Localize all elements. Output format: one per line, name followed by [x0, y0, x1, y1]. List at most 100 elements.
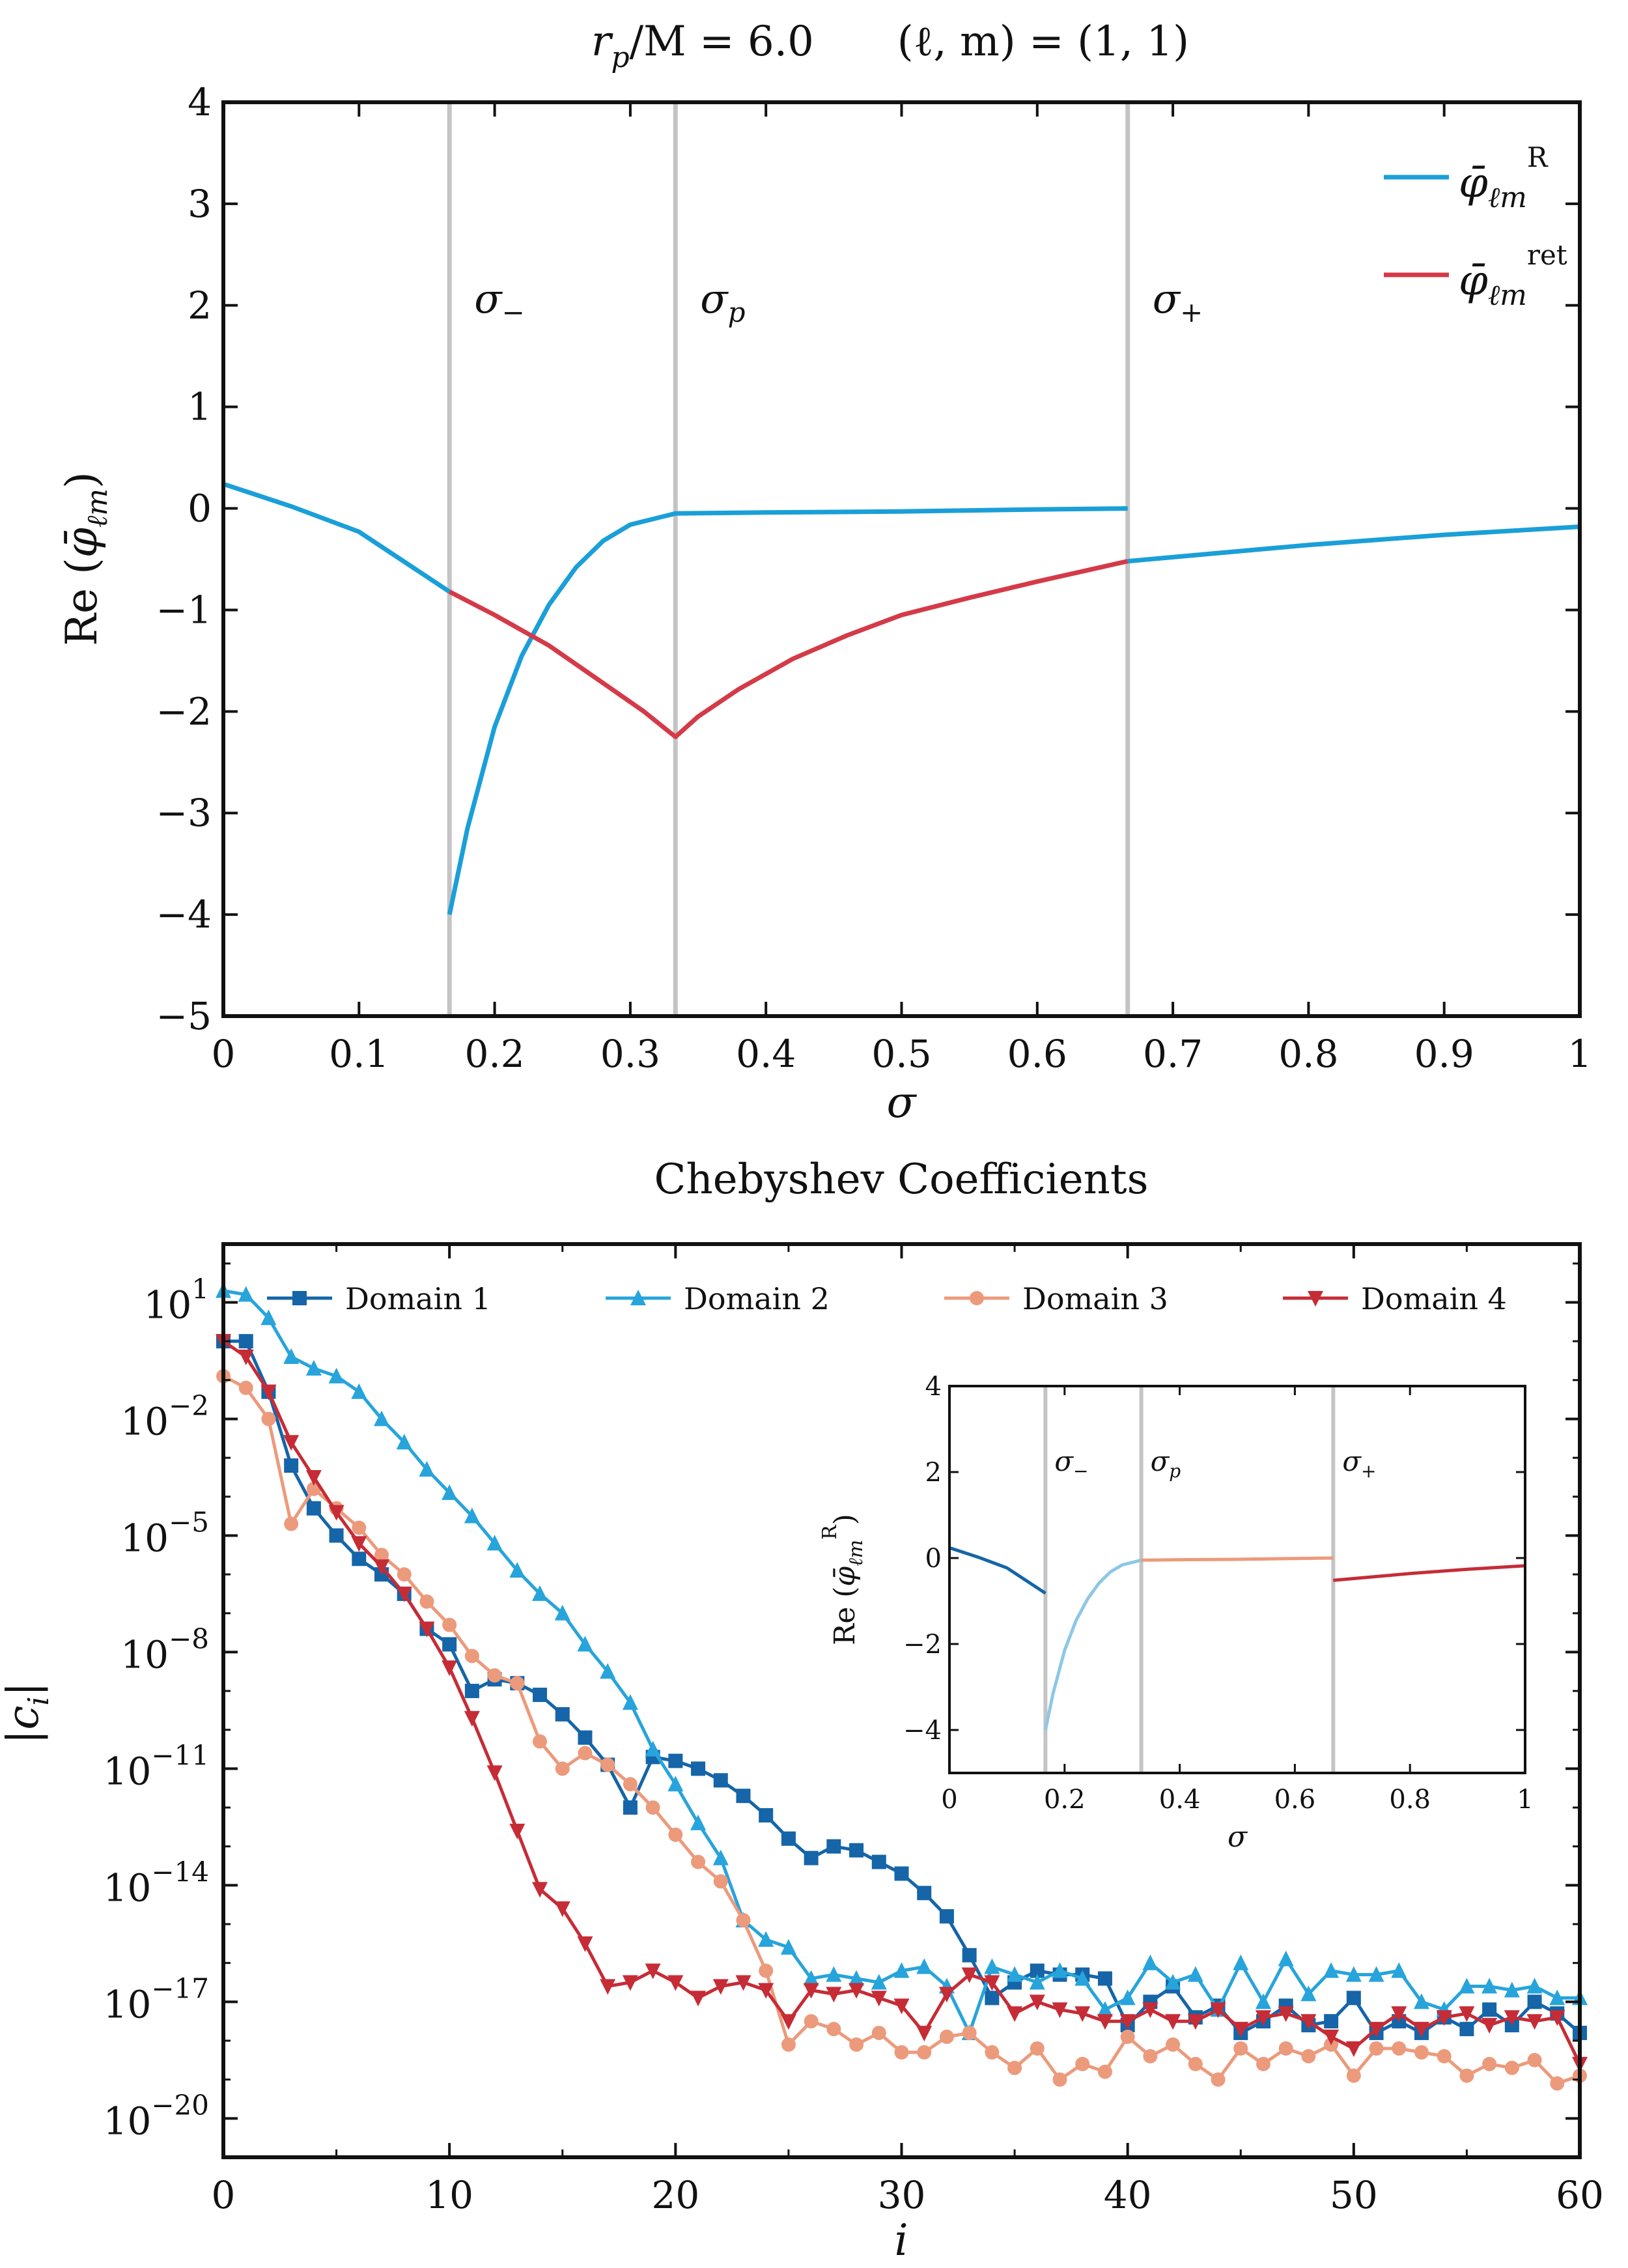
x-tick-label: 0	[212, 1032, 236, 1076]
y-tick-label: 0	[925, 1544, 942, 1574]
data-marker	[1414, 2045, 1429, 2060]
data-marker	[712, 1849, 729, 1865]
legend-label: φ̄ℓmret	[1459, 239, 1567, 312]
data-marker	[1481, 1977, 1498, 1994]
data-marker	[667, 1776, 684, 1792]
x-tick-label: 1	[1517, 1785, 1533, 1815]
data-marker	[261, 1411, 276, 1426]
data-marker	[962, 1948, 977, 1963]
data-marker	[328, 1367, 344, 1383]
x-tick-label: 0.2	[1044, 1785, 1086, 1815]
data-marker	[351, 1536, 367, 1552]
data-marker	[916, 1958, 933, 1974]
series-line	[448, 559, 1129, 739]
x-tick-label: 0.9	[1414, 1032, 1474, 1076]
data-marker	[419, 1461, 435, 1477]
data-marker	[962, 2026, 977, 2041]
data-marker	[849, 1970, 865, 1986]
data-marker	[849, 2037, 864, 2052]
data-marker	[985, 1991, 1000, 2006]
y-tick-label: 0	[188, 487, 212, 531]
data-marker	[758, 1931, 774, 1947]
x-tick-label: 10	[425, 2173, 473, 2217]
data-marker	[1097, 2014, 1113, 2030]
data-marker	[1119, 2014, 1136, 2030]
data-marker	[555, 1761, 570, 1776]
data-marker	[328, 1505, 344, 1521]
data-marker	[1482, 2056, 1497, 2071]
y-tick-label: 1	[188, 385, 212, 429]
data-marker	[1549, 2010, 1565, 2026]
x-tick-label: 0.5	[871, 1032, 931, 1076]
data-marker	[1345, 2041, 1362, 2057]
data-marker	[352, 1520, 367, 1535]
data-marker	[826, 2022, 841, 2037]
data-marker	[1052, 2072, 1067, 2087]
data-marker	[1369, 2041, 1384, 2056]
series-line	[949, 1546, 1046, 1595]
legend-label: Domain 1	[345, 1281, 491, 1316]
data-marker	[305, 1469, 322, 1486]
data-marker	[577, 1636, 593, 1652]
x-tick-label: 1	[1568, 1032, 1592, 1076]
data-marker	[1142, 1954, 1158, 1970]
y-tick-label: 10−11	[104, 1739, 209, 1793]
x-tick-label: 50	[1330, 2173, 1378, 2217]
data-marker	[645, 1963, 661, 1979]
data-marker	[712, 1979, 729, 1995]
series-line	[1333, 1564, 1526, 1582]
x-axis-label: i	[894, 2215, 908, 2265]
data-marker	[1166, 2037, 1181, 2052]
boundary-label: σ−	[474, 275, 525, 328]
data-marker	[826, 1987, 842, 2003]
data-marker	[691, 1854, 706, 1869]
data-marker	[396, 1434, 412, 1450]
data-marker	[1459, 2006, 1475, 2022]
data-marker	[238, 1334, 253, 1349]
data-marker	[1345, 1966, 1362, 1982]
x-tick-label: 0.3	[600, 1032, 660, 1076]
y-tick-label: −3	[156, 791, 212, 835]
data-marker	[804, 1850, 819, 1865]
data-marker	[1437, 2048, 1452, 2063]
data-marker	[578, 1730, 593, 1745]
data-marker	[803, 1970, 819, 1986]
data-marker	[1030, 2041, 1045, 2056]
data-marker	[1413, 2022, 1429, 2038]
data-marker	[1143, 2048, 1158, 2063]
data-marker	[645, 1740, 661, 1757]
data-marker	[871, 1974, 887, 1990]
data-marker	[464, 1649, 479, 1664]
data-marker	[509, 1562, 526, 1578]
data-marker	[803, 1983, 819, 1999]
data-marker	[690, 1991, 707, 2007]
data-marker	[487, 1668, 502, 1683]
data-marker	[329, 1528, 344, 1543]
data-marker	[283, 1435, 300, 1451]
x-axis-label: σ	[886, 1077, 917, 1127]
data-marker	[1527, 1994, 1542, 2009]
data-marker	[1210, 2002, 1226, 2019]
data-marker	[1142, 2002, 1158, 2019]
y-tick-label: −4	[903, 1716, 942, 1746]
data-marker	[1256, 2056, 1270, 2071]
x-tick-label: 0.2	[464, 1032, 524, 1076]
data-marker	[1308, 1291, 1323, 1307]
legend-label: Domain 2	[684, 1281, 830, 1316]
series-line	[1043, 1558, 1142, 1731]
x-tick-label: 0.6	[1007, 1032, 1067, 1076]
data-marker	[306, 1501, 321, 1516]
data-marker	[1481, 2018, 1498, 2034]
data-marker	[305, 1359, 322, 1376]
data-marker	[984, 1958, 1000, 1974]
data-marker	[284, 1516, 299, 1531]
data-marker	[804, 2014, 819, 2029]
data-marker	[1527, 2052, 1542, 2067]
data-marker	[533, 1734, 548, 1749]
data-marker	[622, 1694, 638, 1710]
x-tick-label: 0.6	[1274, 1785, 1316, 1815]
data-marker	[555, 1707, 570, 1722]
data-marker	[1007, 1966, 1023, 1982]
data-marker	[894, 1866, 909, 1881]
legend-label: Domain 4	[1361, 1281, 1507, 1316]
